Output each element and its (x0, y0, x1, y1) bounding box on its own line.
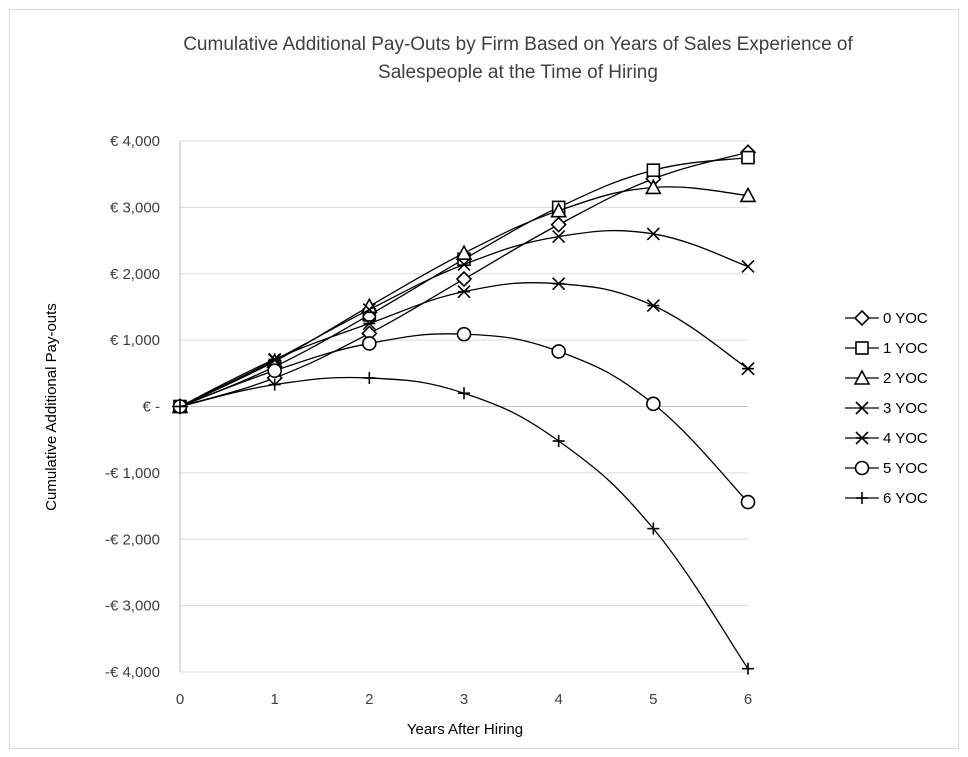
x-tick-label: 5 (649, 691, 657, 708)
data-point-4-yoc (362, 316, 376, 331)
x-tick-label: 6 (744, 691, 752, 708)
legend: 0 YOC 1 YOC 2 YOC 3 YOC 4 YOC 5 YOC 6 YOC (845, 309, 928, 507)
y-tick-label: -€ 3,000 (105, 598, 160, 615)
series-line-5-yoc (179, 333, 749, 503)
series-6-yoc (174, 371, 754, 675)
legend-label: 1 YOC (883, 340, 928, 357)
series-group (171, 144, 757, 675)
legend-marker-0-yoc (853, 309, 871, 327)
data-point-6-yoc (742, 662, 754, 675)
y-axis-title: Cumulative Additional Pay-outs (43, 303, 60, 511)
y-tick-label: -€ 4,000 (105, 664, 160, 681)
legend-marker-4-yoc (855, 431, 869, 445)
data-point-4-yoc (457, 285, 471, 299)
data-point-5-yoc (551, 344, 566, 359)
data-point-6-yoc (458, 387, 470, 400)
legend-label: 5 YOC (883, 460, 928, 477)
data-point-2-yoc (455, 244, 473, 260)
data-point-3-yoc (552, 230, 566, 244)
y-tick-label: € 4,000 (110, 133, 160, 150)
legend-label: 4 YOC (883, 430, 928, 447)
legend-item-2-yoc: 2 YOC (845, 369, 928, 387)
x-tick-label: 0 (176, 691, 184, 708)
series-5-yoc (172, 326, 756, 510)
axes (179, 141, 748, 673)
series-line-6-yoc (179, 376, 749, 670)
data-point-6-yoc (647, 522, 660, 535)
y-tick-labels: € 4,000 € 3,000 € 2,000 € 1,000 € - -€ 1,000 -… (105, 133, 160, 681)
legend-item-1-yoc: 1 YOC (845, 340, 928, 357)
x-tick-label: 3 (460, 691, 468, 708)
data-point-3-yoc (362, 303, 376, 317)
y-tick-label: -€ 1,000 (105, 465, 160, 482)
legend-item-5-yoc: 5 YOC (845, 460, 928, 477)
data-point-2-yoc (644, 178, 662, 195)
legend-marker-6-yoc (856, 492, 868, 504)
x-tick-label: 2 (365, 691, 373, 708)
y-tick-label: € 1,000 (110, 332, 160, 349)
data-point-5-yoc (267, 363, 282, 378)
data-point-5-yoc (362, 336, 377, 351)
legend-item-0-yoc: 0 YOC (845, 309, 928, 327)
data-point-3-yoc (646, 227, 660, 241)
legend-marker-3-yoc (855, 401, 869, 415)
x-tick-label: 4 (554, 691, 562, 708)
x-tick-label: 1 (270, 691, 278, 708)
data-point-6-yoc (363, 371, 376, 384)
series-2-yoc (171, 178, 757, 414)
y-tick-label: € - (142, 399, 160, 416)
chart-title-line-2: Salespeople at the Time of Hiring (378, 62, 658, 83)
data-point-1-yoc (741, 150, 755, 165)
data-point-4-yoc (646, 299, 660, 313)
legend-marker-5-yoc (854, 460, 870, 476)
data-point-0-yoc (455, 270, 473, 288)
data-point-6-yoc (268, 378, 281, 391)
legend-label: 6 YOC (883, 490, 928, 507)
legend-item-6-yoc: 6 YOC (845, 490, 928, 507)
data-point-0-yoc (550, 216, 567, 233)
data-point-5-yoc (740, 494, 756, 510)
legend-item-3-yoc: 3 YOC (845, 400, 928, 417)
data-point-5-yoc (646, 396, 661, 412)
y-tick-label: -€ 2,000 (105, 531, 160, 548)
data-point-4-yoc (741, 362, 755, 376)
data-point-4-yoc (268, 352, 282, 366)
y-tick-label: € 2,000 (110, 266, 160, 283)
data-point-6-yoc (552, 435, 565, 448)
data-point-3-yoc (741, 259, 755, 274)
data-point-5-yoc (456, 326, 472, 342)
legend-label: 0 YOC (883, 310, 928, 327)
legend-label: 2 YOC (883, 370, 928, 387)
legend-item-4-yoc: 4 YOC (845, 430, 928, 447)
data-point-2-yoc (550, 202, 568, 218)
chart-title-line-1: Cumulative Additional Pay-Outs by Firm B… (183, 34, 853, 55)
legend-label: 3 YOC (883, 400, 928, 417)
data-point-1-yoc (646, 163, 661, 178)
data-point-6-yoc (174, 400, 186, 413)
data-point-2-yoc (739, 186, 757, 203)
legend-marker-2-yoc (853, 369, 871, 385)
data-point-4-yoc (552, 277, 566, 291)
y-tick-label: € 3,000 (110, 199, 160, 216)
data-point-3-yoc (457, 257, 471, 272)
chart-frame (9, 9, 959, 749)
x-tick-labels: 0 1 2 3 4 5 6 (176, 691, 752, 708)
legend-marker-1-yoc (855, 341, 869, 355)
x-axis-title: Years After Hiring (407, 721, 523, 738)
